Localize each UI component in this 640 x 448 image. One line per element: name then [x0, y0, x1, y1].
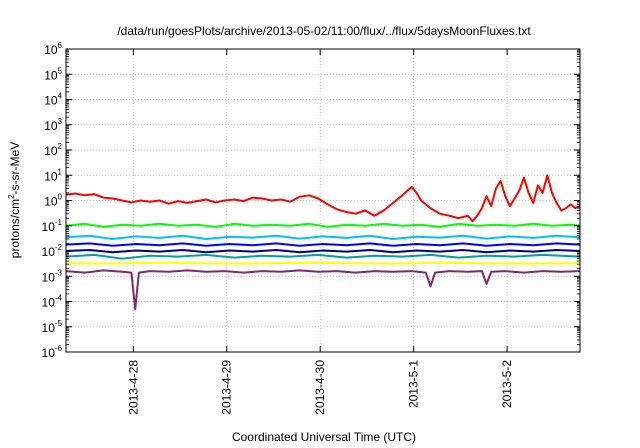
y-tick-exponent: -5: [55, 319, 63, 328]
series-line: [65, 174, 581, 223]
series-line: [65, 222, 581, 228]
y-tick-base: 10: [44, 94, 58, 108]
series-line: [65, 261, 581, 265]
y-tick-label: 100: [44, 193, 62, 209]
y-tick-label: 10-2: [42, 243, 63, 259]
chart-title: /data/run/goesPlots/archive/2013-05-02/1…: [117, 24, 531, 38]
y-tick-label: 10-4: [42, 294, 63, 310]
x-tick-label: 2013-4-28: [126, 360, 140, 415]
y-tick-base: 10: [42, 270, 56, 284]
y-tick-label: 101: [44, 167, 62, 183]
y-tick-base: 10: [44, 68, 58, 82]
y-tick-label: 10-3: [42, 268, 63, 284]
y-tick-exponent: 2: [58, 142, 63, 151]
y-tick-exponent: 6: [58, 41, 63, 50]
series-line: [65, 242, 581, 247]
grid-lines: [66, 49, 580, 352]
y-tick-label: 104: [44, 92, 62, 108]
y-tick-base: 10: [44, 43, 58, 57]
y-tick-label: 102: [44, 142, 62, 158]
series-line: [65, 249, 581, 254]
y-tick-exponent: 1: [58, 167, 63, 176]
y-axis-title: protons/cm2-s-sr-MeV: [7, 142, 22, 258]
y-tick-exponent: 4: [58, 92, 63, 101]
x-tick-label: 2013-4-29: [220, 360, 234, 415]
y-tick-base: 10: [44, 144, 58, 158]
y-tick-base: 10: [42, 296, 56, 310]
x-tick-labels: 2013-4-28 2013-4-29 2013-4-30 2013-5-1 2013-…: [126, 360, 514, 415]
series-line: [65, 253, 581, 260]
y-tick-exponent: -1: [55, 218, 63, 227]
x-tick-label: 2013-4-30: [313, 360, 327, 415]
y-tick-base: 10: [44, 119, 58, 133]
y-tick-label: 105: [44, 66, 62, 82]
series-line: [65, 269, 581, 311]
x-axis-title: Coordinated Universal Time (UTC): [232, 430, 416, 444]
y-tick-exponent: 0: [58, 193, 63, 202]
y-tick-label: 10-1: [42, 218, 63, 234]
y-tick-label: 103: [44, 117, 62, 133]
y-tick-label: 10-5: [42, 319, 63, 335]
y-tick-base: 10: [42, 220, 56, 234]
y-tick-exponent: -6: [55, 344, 63, 353]
y-axis-title-sup: 2: [7, 194, 16, 199]
y-tick-exponent: -3: [55, 268, 63, 277]
series-layer: [65, 174, 581, 311]
y-axis-title-after: -s-sr-MeV: [8, 142, 22, 195]
y-tick-label: 10-6: [42, 344, 63, 360]
x-tick-label: 2013-5-2: [500, 360, 514, 408]
y-axis-title-before: protons/cm: [8, 199, 22, 258]
y-tick-label: 106: [44, 41, 62, 57]
y-tick-exponent: -2: [55, 243, 63, 252]
y-tick-base: 10: [42, 321, 56, 335]
axis-ticks: [66, 48, 580, 353]
y-tick-base: 10: [44, 169, 58, 183]
y-tick-base: 10: [42, 245, 56, 259]
y-tick-base: 10: [44, 195, 58, 209]
y-tick-labels: 10-610-510-410-310-210-11001011021031041…: [42, 41, 63, 360]
y-tick-base: 10: [42, 346, 56, 360]
x-tick-label: 2013-5-1: [407, 360, 421, 408]
series-line: [65, 234, 581, 240]
y-tick-exponent: -4: [55, 294, 63, 303]
y-tick-exponent: 3: [58, 117, 63, 126]
y-tick-exponent: 5: [58, 66, 63, 75]
